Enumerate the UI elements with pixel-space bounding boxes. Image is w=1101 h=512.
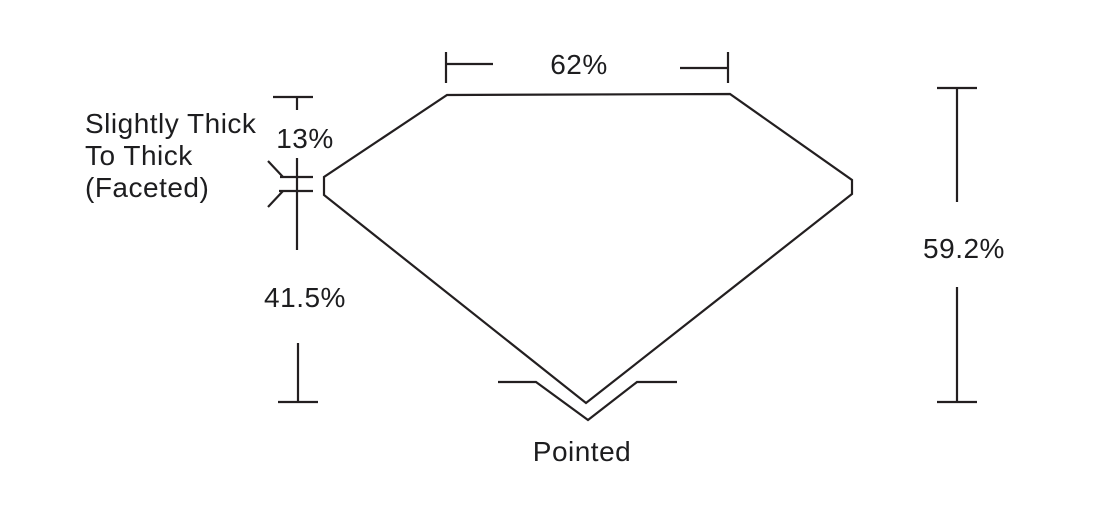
- girdle-bracket-top-tick: [267, 160, 284, 178]
- culet-marker: [498, 380, 677, 422]
- girdle-label-line2: To Thick: [85, 140, 193, 171]
- pavilion-depth-label: 41.5%: [264, 282, 346, 313]
- girdle-label-line1: Slightly Thick: [85, 108, 257, 139]
- crown-height-label: 13%: [276, 123, 334, 154]
- total-depth-label: 59.2%: [923, 233, 1005, 264]
- culet-label: Pointed: [533, 436, 631, 467]
- girdle-label-line3: (Faceted): [85, 172, 209, 203]
- diamond-outline: [322, 92, 854, 405]
- table-size-label: 62%: [550, 49, 608, 80]
- girdle-bracket-bottom-tick: [267, 190, 284, 208]
